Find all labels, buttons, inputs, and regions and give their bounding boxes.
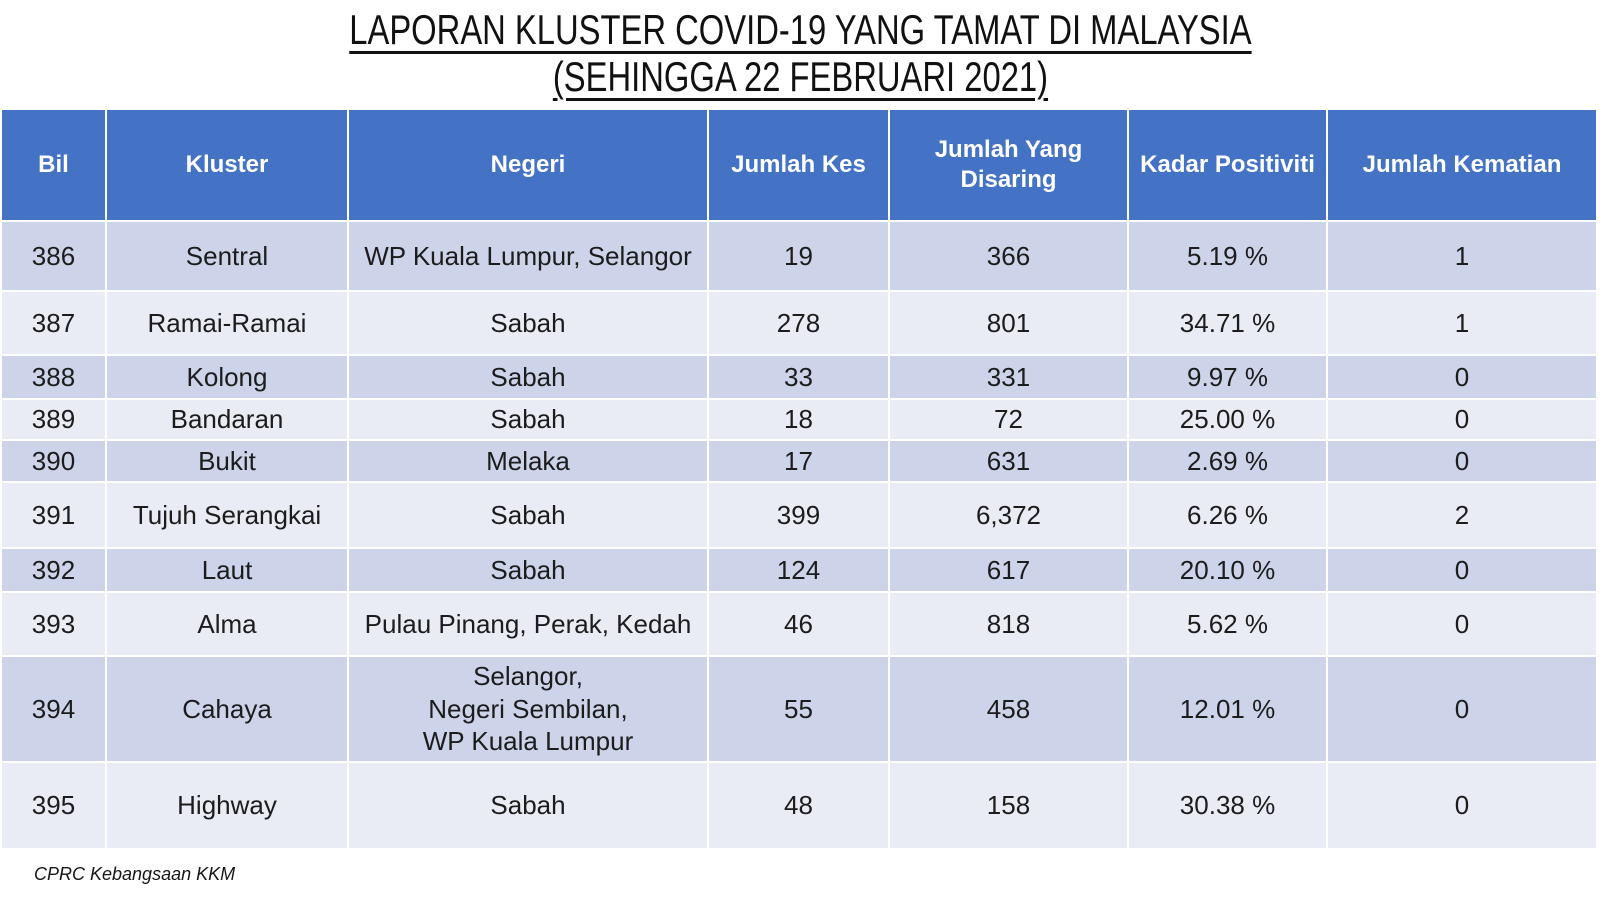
cell-negeri: Sabah	[347, 354, 709, 400]
table-row: 392 Laut Sabah 124 617 20.10 % 0	[0, 547, 1598, 593]
cell-jumlah-kematian: 1	[1326, 220, 1598, 292]
cell-kluster: Ramai-Ramai	[105, 290, 349, 356]
cell-jumlah-kematian: 0	[1326, 761, 1598, 850]
table-row: 387 Ramai-Ramai Sabah 278 801 34.71 % 1	[0, 290, 1598, 356]
cell-kadar-positiviti: 6.26 %	[1127, 481, 1328, 549]
cell-bil: 386	[0, 220, 107, 292]
report-slide: LAPORAN KLUSTER COVID-19 YANG TAMAT DI M…	[0, 6, 1600, 900]
page-title: LAPORAN KLUSTER COVID-19 YANG TAMAT DI M…	[0, 6, 1600, 100]
cell-bil: 389	[0, 398, 107, 441]
cell-kadar-positiviti: 12.01 %	[1127, 655, 1328, 763]
cell-jumlah-yang-disaring: 158	[888, 761, 1129, 850]
table-row: 390 Bukit Melaka 17 631 2.69 % 0	[0, 439, 1598, 483]
cell-jumlah-kes: 124	[707, 547, 890, 593]
cell-jumlah-yang-disaring: 366	[888, 220, 1129, 292]
cell-jumlah-kes: 18	[707, 398, 890, 441]
cell-negeri: Pulau Pinang, Perak, Kedah	[347, 591, 709, 657]
cell-jumlah-yang-disaring: 617	[888, 547, 1129, 593]
table-row: 388 Kolong Sabah 33 331 9.97 % 0	[0, 354, 1598, 400]
cell-kadar-positiviti: 5.62 %	[1127, 591, 1328, 657]
cell-jumlah-yang-disaring: 458	[888, 655, 1129, 763]
cell-bil: 390	[0, 439, 107, 483]
cell-kluster: Laut	[105, 547, 349, 593]
cell-negeri: WP Kuala Lumpur, Selangor	[347, 220, 709, 292]
cell-jumlah-kematian: 0	[1326, 439, 1598, 483]
column-header-kadar-positiviti: Kadar Positiviti	[1127, 108, 1328, 222]
cell-kluster: Sentral	[105, 220, 349, 292]
cell-kadar-positiviti: 25.00 %	[1127, 398, 1328, 441]
cell-jumlah-kematian: 1	[1326, 290, 1598, 356]
page-title-line1: LAPORAN KLUSTER COVID-19 YANG TAMAT DI M…	[348, 6, 1252, 53]
cell-jumlah-kematian: 2	[1326, 481, 1598, 549]
cell-kadar-positiviti: 5.19 %	[1127, 220, 1328, 292]
cell-bil: 391	[0, 481, 107, 549]
cell-bil: 387	[0, 290, 107, 356]
cell-jumlah-kematian: 0	[1326, 591, 1598, 657]
cell-kadar-positiviti: 30.38 %	[1127, 761, 1328, 850]
cell-bil: 395	[0, 761, 107, 850]
table-row: 393 Alma Pulau Pinang, Perak, Kedah 46 8…	[0, 591, 1598, 657]
cell-negeri: Sabah	[347, 547, 709, 593]
cell-jumlah-yang-disaring: 818	[888, 591, 1129, 657]
cell-kluster: Highway	[105, 761, 349, 850]
column-header-negeri: Negeri	[347, 108, 709, 222]
cell-jumlah-kes: 399	[707, 481, 890, 549]
cluster-table: Bil Kluster Negeri Jumlah Kes Jumlah Yan…	[0, 108, 1598, 850]
cell-jumlah-yang-disaring: 6,372	[888, 481, 1129, 549]
table-header-row: Bil Kluster Negeri Jumlah Kes Jumlah Yan…	[0, 108, 1598, 222]
cell-jumlah-kes: 55	[707, 655, 890, 763]
table-row: 389 Bandaran Sabah 18 72 25.00 % 0	[0, 398, 1598, 441]
cell-kluster: Cahaya	[105, 655, 349, 763]
cell-bil: 392	[0, 547, 107, 593]
cell-negeri: Sabah	[347, 398, 709, 441]
table-row: 394 Cahaya Selangor, Negeri Sembilan, WP…	[0, 655, 1598, 763]
cell-jumlah-kes: 278	[707, 290, 890, 356]
cell-jumlah-kematian: 0	[1326, 354, 1598, 400]
cell-jumlah-kematian: 0	[1326, 398, 1598, 441]
cell-kluster: Bandaran	[105, 398, 349, 441]
cell-negeri: Sabah	[347, 481, 709, 549]
table-row: 391 Tujuh Serangkai Sabah 399 6,372 6.26…	[0, 481, 1598, 549]
cell-jumlah-kematian: 0	[1326, 547, 1598, 593]
cell-negeri: Selangor, Negeri Sembilan, WP Kuala Lump…	[347, 655, 709, 763]
cell-bil: 394	[0, 655, 107, 763]
cell-jumlah-kes: 19	[707, 220, 890, 292]
cell-negeri: Melaka	[347, 439, 709, 483]
source-note: CPRC Kebangsaan KKM	[34, 864, 236, 884]
cell-jumlah-kes: 17	[707, 439, 890, 483]
cell-jumlah-kes: 46	[707, 591, 890, 657]
cell-jumlah-yang-disaring: 331	[888, 354, 1129, 400]
cell-bil: 388	[0, 354, 107, 400]
cell-negeri: Sabah	[347, 761, 709, 850]
cell-kadar-positiviti: 2.69 %	[1127, 439, 1328, 483]
column-header-jumlah-yang-disaring: Jumlah Yang Disaring	[888, 108, 1129, 222]
cell-jumlah-kematian: 0	[1326, 655, 1598, 763]
cell-negeri: Sabah	[347, 290, 709, 356]
cell-jumlah-yang-disaring: 801	[888, 290, 1129, 356]
column-header-jumlah-kes: Jumlah Kes	[707, 108, 890, 222]
cell-jumlah-yang-disaring: 72	[888, 398, 1129, 441]
cell-kadar-positiviti: 20.10 %	[1127, 547, 1328, 593]
table-row: 386 Sentral WP Kuala Lumpur, Selangor 19…	[0, 220, 1598, 292]
column-header-bil: Bil	[0, 108, 107, 222]
cell-kadar-positiviti: 34.71 %	[1127, 290, 1328, 356]
cell-kluster: Alma	[105, 591, 349, 657]
table-row: 395 Highway Sabah 48 158 30.38 % 0	[0, 761, 1598, 850]
cell-bil: 393	[0, 591, 107, 657]
cell-kadar-positiviti: 9.97 %	[1127, 354, 1328, 400]
column-header-kluster: Kluster	[105, 108, 349, 222]
cell-kluster: Kolong	[105, 354, 349, 400]
cell-kluster: Tujuh Serangkai	[105, 481, 349, 549]
cell-jumlah-kes: 48	[707, 761, 890, 850]
column-header-jumlah-kematian: Jumlah Kematian	[1326, 108, 1598, 222]
cell-jumlah-yang-disaring: 631	[888, 439, 1129, 483]
page-title-line2: (SEHINGGA 22 FEBRUARI 2021)	[552, 53, 1048, 100]
cell-kluster: Bukit	[105, 439, 349, 483]
cell-jumlah-kes: 33	[707, 354, 890, 400]
